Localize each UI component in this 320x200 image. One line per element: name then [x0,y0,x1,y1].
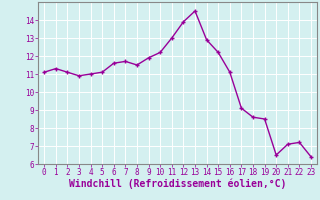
X-axis label: Windchill (Refroidissement éolien,°C): Windchill (Refroidissement éolien,°C) [69,179,286,189]
